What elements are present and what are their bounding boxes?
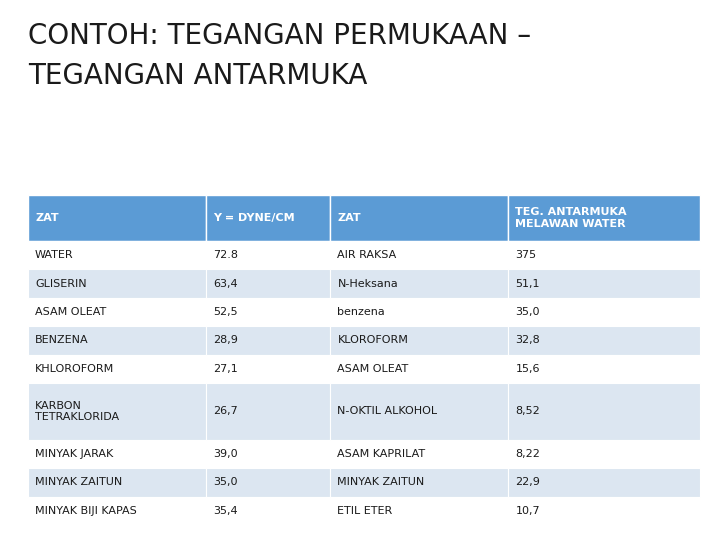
Bar <box>206 383 330 440</box>
Bar <box>28 383 206 440</box>
Bar <box>28 241 206 269</box>
Bar <box>206 241 330 269</box>
Text: 8,52: 8,52 <box>516 407 540 416</box>
Bar <box>508 195 700 241</box>
Bar <box>28 195 206 241</box>
Bar <box>330 468 508 497</box>
Text: AIR RAKSA: AIR RAKSA <box>338 250 397 260</box>
Bar <box>330 497 508 525</box>
Text: 32,8: 32,8 <box>516 335 540 346</box>
Bar <box>330 383 508 440</box>
Bar <box>206 468 330 497</box>
Text: N-OKTIL ALKOHOL: N-OKTIL ALKOHOL <box>338 407 438 416</box>
Text: 35,4: 35,4 <box>213 506 238 516</box>
Text: KHLOROFORM: KHLOROFORM <box>35 364 114 374</box>
Bar <box>330 241 508 269</box>
Text: N-Heksana: N-Heksana <box>338 279 398 288</box>
Text: MINYAK BIJI KAPAS: MINYAK BIJI KAPAS <box>35 506 137 516</box>
Text: 52,5: 52,5 <box>213 307 238 317</box>
Bar <box>28 497 206 525</box>
Bar <box>508 241 700 269</box>
Bar <box>508 269 700 298</box>
Bar <box>28 269 206 298</box>
Bar <box>206 497 330 525</box>
Bar <box>330 355 508 383</box>
Text: GLISERIN: GLISERIN <box>35 279 86 288</box>
Bar <box>28 440 206 468</box>
Bar <box>28 468 206 497</box>
Text: 28,9: 28,9 <box>213 335 238 346</box>
Text: MINYAK JARAK: MINYAK JARAK <box>35 449 113 459</box>
Text: ASAM OLEAT: ASAM OLEAT <box>338 364 409 374</box>
Text: benzena: benzena <box>338 307 385 317</box>
Bar <box>206 440 330 468</box>
Bar <box>330 298 508 326</box>
Text: 72.8: 72.8 <box>213 250 238 260</box>
Bar <box>206 355 330 383</box>
Text: Y = DYNE/CM: Y = DYNE/CM <box>213 213 294 223</box>
Bar <box>330 326 508 355</box>
Bar <box>206 326 330 355</box>
Text: MINYAK ZAITUN: MINYAK ZAITUN <box>35 477 122 488</box>
Text: 27,1: 27,1 <box>213 364 238 374</box>
Text: TEGANGAN ANTARMUKA: TEGANGAN ANTARMUKA <box>28 62 367 90</box>
Text: 8,22: 8,22 <box>516 449 540 459</box>
Text: MINYAK ZAITUN: MINYAK ZAITUN <box>338 477 425 488</box>
Text: BENZENA: BENZENA <box>35 335 89 346</box>
Bar <box>28 326 206 355</box>
Text: CONTOH: TEGANGAN PERMUKAAN –: CONTOH: TEGANGAN PERMUKAAN – <box>28 22 531 50</box>
Bar <box>508 298 700 326</box>
Text: 375: 375 <box>516 250 536 260</box>
Text: 51,1: 51,1 <box>516 279 540 288</box>
Bar <box>206 195 330 241</box>
Text: 35,0: 35,0 <box>516 307 540 317</box>
Text: 63,4: 63,4 <box>213 279 238 288</box>
Bar <box>330 440 508 468</box>
Bar <box>28 355 206 383</box>
Text: KLOROFORM: KLOROFORM <box>338 335 408 346</box>
Text: WATER: WATER <box>35 250 73 260</box>
Bar <box>330 269 508 298</box>
Bar <box>508 468 700 497</box>
Bar <box>508 383 700 440</box>
Text: 39,0: 39,0 <box>213 449 238 459</box>
Text: KARBON
TETRAKLORIDA: KARBON TETRAKLORIDA <box>35 401 119 422</box>
Text: 22,9: 22,9 <box>516 477 540 488</box>
Bar <box>508 497 700 525</box>
Text: 35,0: 35,0 <box>213 477 238 488</box>
Bar <box>206 269 330 298</box>
Text: ZAT: ZAT <box>338 213 361 223</box>
Text: 26,7: 26,7 <box>213 407 238 416</box>
Bar <box>206 298 330 326</box>
Text: 10,7: 10,7 <box>516 506 540 516</box>
Bar <box>508 440 700 468</box>
Text: ASAM OLEAT: ASAM OLEAT <box>35 307 107 317</box>
Bar <box>330 195 508 241</box>
Text: ZAT: ZAT <box>35 213 58 223</box>
Text: TEG. ANTARMUKA
MELAWAN WATER: TEG. ANTARMUKA MELAWAN WATER <box>516 207 627 229</box>
Bar <box>508 355 700 383</box>
Text: ASAM KAPRILAT: ASAM KAPRILAT <box>338 449 426 459</box>
Text: 15,6: 15,6 <box>516 364 540 374</box>
Text: ETIL ETER: ETIL ETER <box>338 506 392 516</box>
Bar <box>28 298 206 326</box>
Bar <box>508 326 700 355</box>
